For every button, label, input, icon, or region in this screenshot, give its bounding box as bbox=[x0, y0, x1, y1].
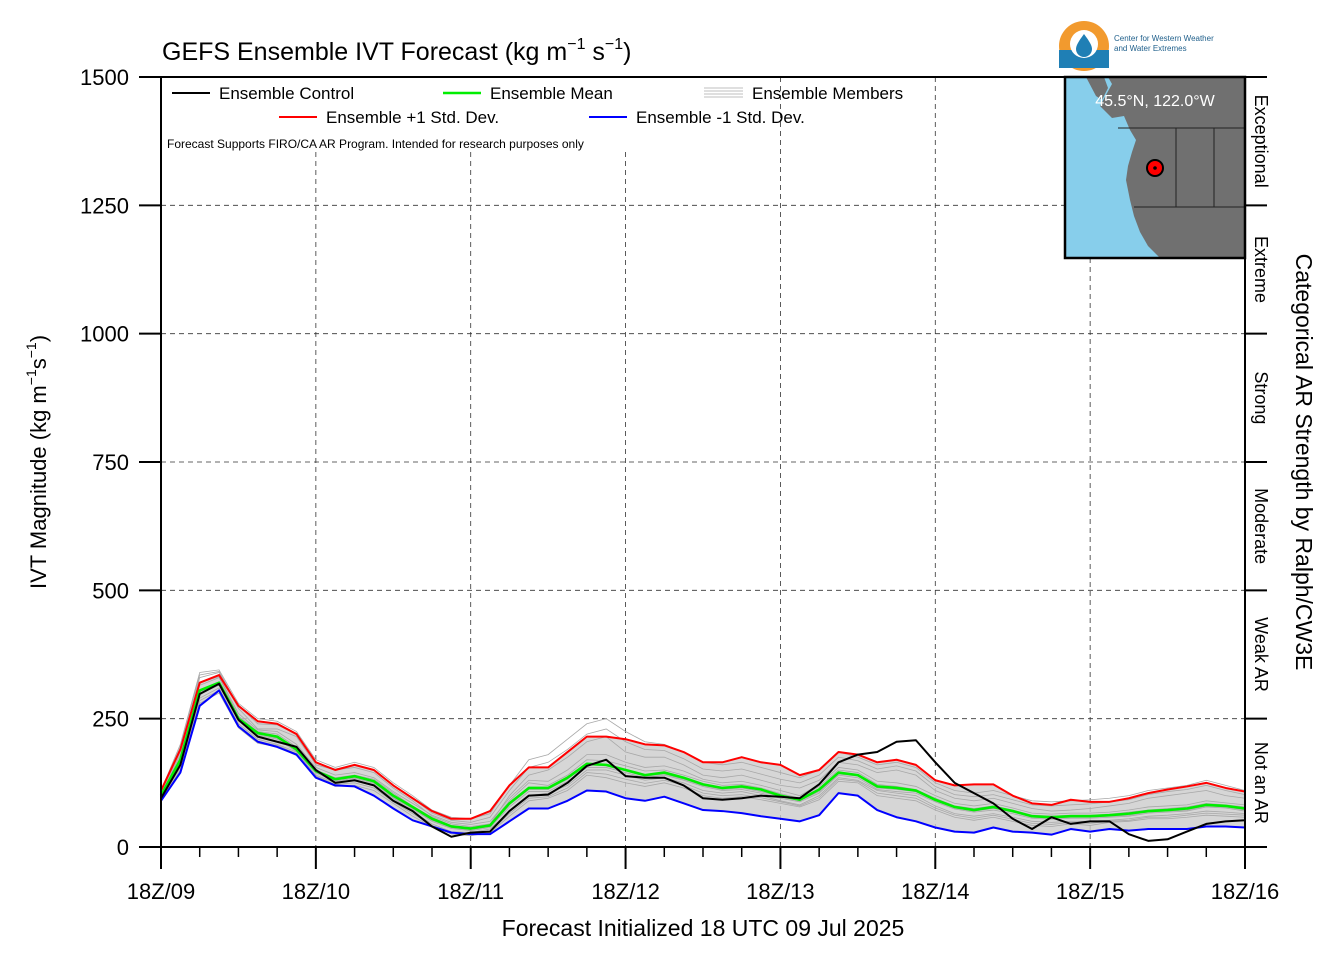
cw3e-logo: Center for Western Weather and Water Ext… bbox=[1059, 21, 1214, 71]
water-drop-icon bbox=[1076, 34, 1092, 57]
y-axis: 0 250 500 750 1000 1250 1500 bbox=[80, 65, 161, 860]
std-dev-band bbox=[161, 675, 1245, 835]
category-label: Moderate bbox=[1251, 488, 1271, 564]
x-tick-label: 18Z/13 bbox=[746, 879, 815, 904]
logo-waves bbox=[1059, 50, 1109, 68]
series-line-ensemble-control bbox=[160, 682, 1246, 842]
y-tick-label: 1500 bbox=[80, 65, 129, 90]
x-tick-label: 18Z/11 bbox=[437, 879, 504, 904]
series-line-ensemble-mean bbox=[159, 681, 1246, 830]
series-line-ensemble-1-std-dev- bbox=[160, 674, 1246, 820]
ensemble-member-line bbox=[160, 676, 1246, 825]
x-tick-label: 18Z/09 bbox=[127, 879, 196, 904]
category-label: Weak AR bbox=[1251, 617, 1271, 692]
y-axis-label: IVT Magnitude (kg m−1s−1) bbox=[23, 335, 51, 589]
location-inset-map: 45.5°N, 122.0°W bbox=[1063, 75, 1247, 260]
logo-text-line2: and Water Extremes bbox=[1114, 44, 1187, 53]
inset-borders bbox=[1118, 127, 1245, 208]
x-tick-label: 18Z/10 bbox=[282, 879, 351, 904]
x-tick-label: 18Z/14 bbox=[901, 879, 970, 904]
legend-label-control: Ensemble Control bbox=[219, 84, 354, 103]
y-tick-label: 250 bbox=[92, 707, 129, 732]
category-label: Extreme bbox=[1251, 236, 1271, 303]
y-tick-label: 0 bbox=[117, 835, 129, 860]
x-tick-label: 18Z/15 bbox=[1056, 879, 1125, 904]
series-line-ensemble-1-std-dev- bbox=[160, 689, 1246, 836]
legend-label-members: Ensemble Members bbox=[752, 84, 903, 103]
y-tick-label: 750 bbox=[92, 450, 129, 475]
y-tick-label: 500 bbox=[92, 578, 129, 603]
ensemble-member-line bbox=[160, 684, 1246, 831]
category-label: Exceptional bbox=[1251, 95, 1271, 188]
legend-swatch-members bbox=[704, 87, 743, 98]
category-label: Strong bbox=[1251, 371, 1271, 424]
inset-island bbox=[1086, 77, 1108, 100]
legend-label-plus-std: Ensemble +1 Std. Dev. bbox=[326, 108, 499, 127]
category-axis-label: Categorical AR Strength by Ralph/CW3E bbox=[1291, 254, 1317, 671]
x-tick-label: 18Z/12 bbox=[591, 879, 660, 904]
inset-location-label: 45.5°N, 122.0°W bbox=[1095, 93, 1215, 110]
ensemble-series bbox=[159, 674, 1246, 842]
location-marker-dot bbox=[1153, 166, 1157, 170]
x-axis: 18Z/09 18Z/10 18Z/11 18Z/12 18Z/13 18Z/14 18Z/… bbox=[127, 847, 1280, 904]
chart-title: GEFS Ensemble IVT Forecast (kg m−1 s−1) bbox=[162, 36, 632, 66]
category-axis: Not an AR Weak AR Moderate Strong Extreme Exc… bbox=[1245, 76, 1271, 848]
x-tick-label: 18Z/16 bbox=[1211, 879, 1280, 904]
ensemble-member-line bbox=[160, 689, 1246, 835]
inset-land bbox=[1100, 77, 1245, 258]
legend: Ensemble Control Ensemble Mean Ensemble … bbox=[167, 84, 903, 151]
category-label: Not an AR bbox=[1251, 742, 1271, 824]
y-tick-label: 1250 bbox=[80, 193, 129, 218]
logo-text-line1: Center for Western Weather bbox=[1114, 34, 1214, 43]
inset-border bbox=[1063, 75, 1247, 260]
y-tick-label: 1000 bbox=[80, 322, 129, 347]
legend-label-mean: Ensemble Mean bbox=[490, 84, 613, 103]
legend-label-minus-std: Ensemble -1 Std. Dev. bbox=[636, 108, 805, 127]
x-axis-label: Forecast Initialized 18 UTC 09 Jul 2025 bbox=[502, 915, 905, 941]
research-note: Forecast Supports FIRO/CA AR Program. In… bbox=[167, 137, 584, 151]
